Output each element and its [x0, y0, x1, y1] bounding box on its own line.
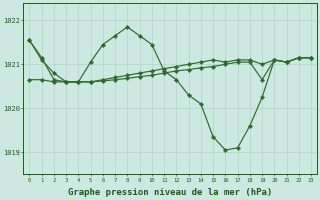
- X-axis label: Graphe pression niveau de la mer (hPa): Graphe pression niveau de la mer (hPa): [68, 188, 272, 197]
